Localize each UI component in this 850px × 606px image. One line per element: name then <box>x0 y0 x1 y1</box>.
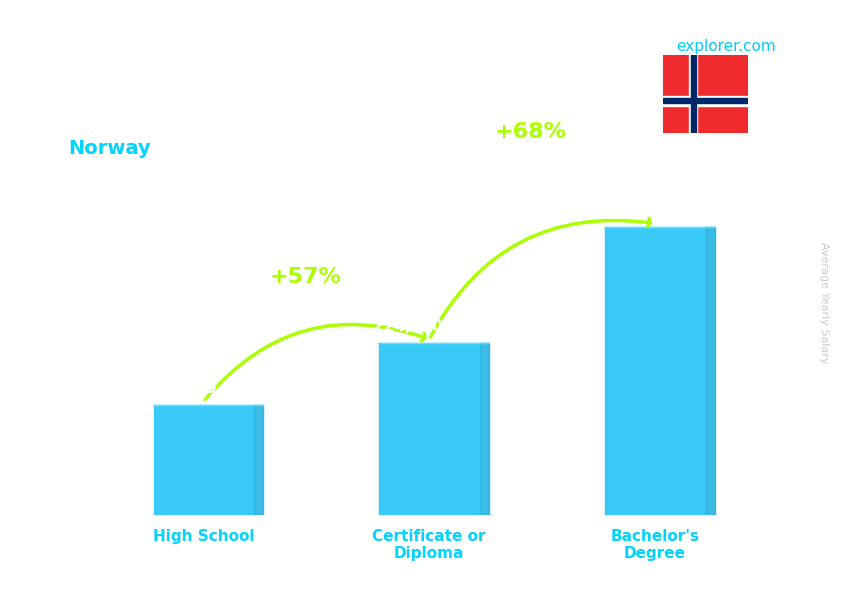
Text: salary: salary <box>612 39 659 55</box>
Bar <box>663 96 748 105</box>
Bar <box>604 227 706 515</box>
Text: 143,000 NOK: 143,000 NOK <box>147 381 259 396</box>
Text: +57%: +57% <box>269 267 341 287</box>
Text: 224,000 NOK: 224,000 NOK <box>373 319 485 334</box>
Polygon shape <box>480 343 489 515</box>
Text: Salary Comparison By Education: Salary Comparison By Education <box>68 42 576 70</box>
Bar <box>153 405 254 515</box>
Bar <box>688 55 697 133</box>
Bar <box>691 55 696 133</box>
Bar <box>378 343 480 515</box>
Text: explorer.com: explorer.com <box>676 39 775 55</box>
Bar <box>663 98 748 104</box>
Text: Average Yearly Salary: Average Yearly Salary <box>819 242 829 364</box>
Text: 375,000 NOK: 375,000 NOK <box>599 203 711 218</box>
Polygon shape <box>254 405 264 515</box>
Text: Norway: Norway <box>68 139 150 158</box>
Text: +68%: +68% <box>495 122 567 142</box>
Polygon shape <box>706 227 715 515</box>
Text: Nanny: Nanny <box>68 106 138 125</box>
